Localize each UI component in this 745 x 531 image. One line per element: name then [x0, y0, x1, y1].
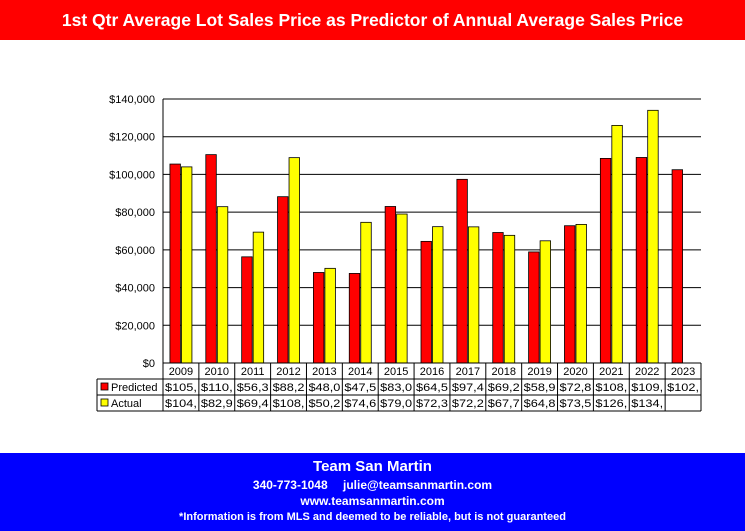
table-cell-value: $134,	[631, 398, 663, 410]
legend-label-predicted: Predicted	[111, 382, 157, 394]
table-cell-value: $108,	[273, 398, 305, 410]
legend-swatch-predicted	[100, 382, 109, 391]
table-cell-value: $72,8	[560, 382, 592, 394]
bar-actual-2010	[216, 206, 229, 364]
bar-actual-2021	[611, 125, 623, 364]
y-tick-label: $140,000	[109, 94, 155, 106]
table-cell-value: $105,	[165, 382, 197, 394]
bar-actual-2019	[539, 240, 551, 364]
table-cell-value: $47,5	[344, 382, 376, 394]
table-cell-value: $97,4	[452, 382, 484, 394]
bar-predicted-2009	[169, 163, 181, 364]
website-link[interactable]: www.teamsanmartin.com	[300, 494, 445, 508]
bar-predicted-2015	[384, 206, 397, 364]
title-bar: 1st Qtr Average Lot Sales Price as Predi…	[0, 0, 745, 40]
category-label: 2023	[671, 366, 695, 378]
category-label: 2016	[420, 366, 444, 378]
table-cell-value: $88,2	[273, 382, 305, 394]
category-label: 2017	[456, 366, 480, 378]
table-cell-value: $58,9	[524, 382, 556, 394]
phone-number: 340-773-1048	[252, 478, 328, 492]
category-label: 2011	[241, 366, 265, 378]
bar-actual-2018	[503, 234, 516, 364]
table-cell-value: $83,0	[380, 382, 412, 394]
table-cell-value: $72,2	[452, 398, 484, 410]
bar-actual-2016	[432, 226, 444, 364]
table-cell-value: $109,	[631, 382, 663, 394]
category-label: 2009	[169, 366, 193, 378]
table-cell-value: $64,5	[416, 382, 448, 394]
y-tick-label: $60,000	[115, 245, 155, 257]
bar-actual-2015	[396, 213, 408, 364]
chart-area: $0 $20,000 $40,000 $60,000 $80,000 $100,000 $1…	[96, 94, 702, 412]
bar-predicted-2016	[420, 240, 432, 364]
legend-swatch-actual	[100, 398, 109, 407]
bar-predicted-2012	[277, 196, 289, 364]
bar-predicted-2011	[241, 256, 253, 364]
table-cell-value: $73,5	[560, 398, 592, 410]
table-cell-value: $72,3	[416, 398, 448, 410]
y-tick-label: $120,000	[109, 132, 155, 144]
contact-line: 340-773-1048 julie@teamsanmartin.com	[0, 477, 745, 493]
table-cell-value: $64,8	[524, 398, 556, 410]
legend-label-actual: Actual	[111, 398, 142, 410]
table-cell-value: $79,0	[380, 398, 412, 410]
y-tick-label: $0	[143, 358, 155, 370]
bar-predicted-2017	[456, 178, 468, 364]
table-cell-value: $69,2	[488, 382, 520, 394]
table-cell-value: $104,	[165, 398, 197, 410]
category-label: 2015	[384, 366, 408, 378]
table-cell-value: $50,2	[308, 398, 340, 410]
bar-actual-2011	[252, 231, 265, 364]
bar-actual-2013	[324, 267, 336, 364]
y-tick-label: $80,000	[115, 207, 155, 219]
table-cell-value: $67,7	[488, 398, 520, 410]
table-cell-value: $69,4	[237, 398, 269, 410]
bar-predicted-2021	[599, 158, 612, 364]
bar-predicted-2020	[564, 225, 576, 364]
category-label: 2021	[599, 366, 623, 378]
chart-title: 1st Qtr Average Lot Sales Price as Predi…	[61, 9, 684, 30]
bar-predicted-2010	[205, 154, 217, 364]
disclaimer: *Information is from MLS and deemed to b…	[179, 511, 566, 523]
table-cell-value: $82,9	[201, 398, 233, 410]
footer: Team San Martin 340-773-1048 julie@teams…	[0, 453, 745, 531]
bar-predicted-2013	[312, 272, 325, 364]
email-address[interactable]: julie@teamsanmartin.com	[342, 478, 493, 492]
bar-predicted-2022	[635, 157, 648, 364]
bar-predicted-2023	[671, 169, 683, 364]
bar-actual-2020	[575, 223, 587, 364]
table-cell-value: $102,	[667, 382, 699, 394]
category-label: 2018	[491, 366, 515, 378]
y-tick-label: $20,000	[115, 320, 155, 332]
category-label: 2020	[563, 366, 587, 378]
company-name: Team San Martin	[313, 458, 432, 475]
bar-predicted-2019	[528, 251, 540, 364]
bar-actual-2017	[467, 226, 480, 364]
table-cell-value: $74,6	[344, 398, 376, 410]
category-label: 2019	[527, 366, 551, 378]
table-cell-value: $126,	[595, 398, 627, 410]
category-label: 2013	[312, 366, 336, 378]
table-cell-value: $56,3	[237, 382, 269, 394]
category-label: 2014	[348, 366, 372, 378]
y-tick-label: $40,000	[115, 283, 155, 295]
table-cell-value: $110,	[201, 382, 233, 394]
bar-actual-2022	[647, 109, 659, 364]
category-label: 2010	[205, 366, 229, 378]
bar-predicted-2018	[492, 232, 504, 364]
bar-actual-2012	[288, 157, 300, 364]
bar-actual-2014	[360, 221, 372, 364]
bar-actual-2009	[181, 166, 193, 364]
category-label: 2022	[635, 366, 659, 378]
y-tick-label: $100,000	[109, 169, 155, 181]
bar-predicted-2014	[348, 273, 361, 364]
category-label: 2012	[276, 366, 300, 378]
table-cell-value: $108,	[595, 382, 627, 394]
table-cell-value: $48,0	[308, 382, 340, 394]
